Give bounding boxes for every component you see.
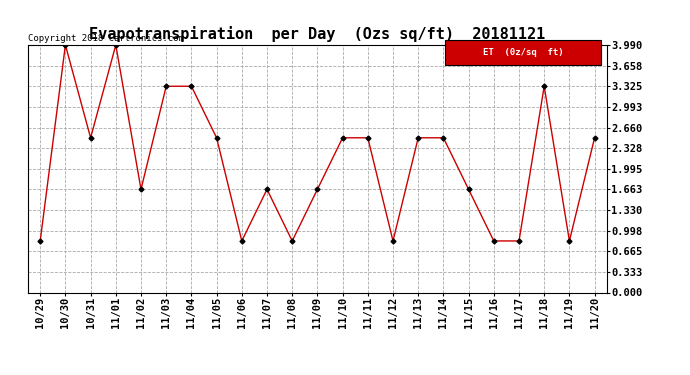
Bar bbox=[445, 40, 602, 65]
Text: Copyright 2018 Cartronics.com: Copyright 2018 Cartronics.com bbox=[28, 33, 184, 42]
Text: ET  (0z/sq  ft): ET (0z/sq ft) bbox=[483, 48, 564, 57]
Title: Evapotranspiration  per Day  (Ozs sq/ft)  20181121: Evapotranspiration per Day (Ozs sq/ft) 2… bbox=[89, 27, 546, 42]
